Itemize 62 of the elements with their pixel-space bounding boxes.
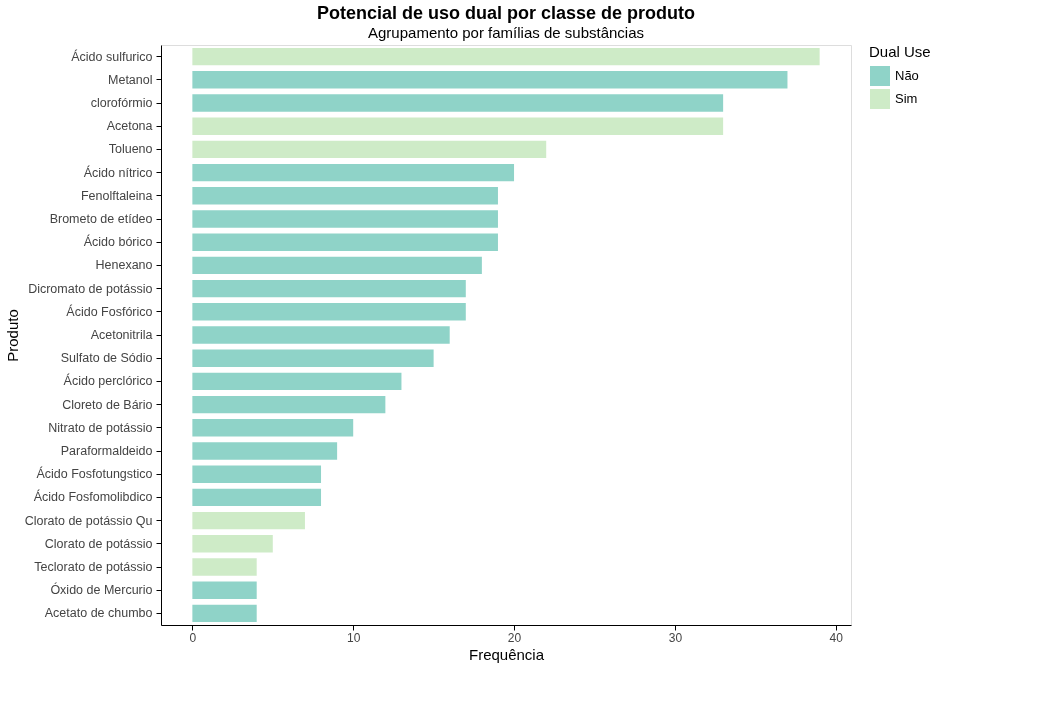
y-tick-label: Cloreto de Bário: [62, 397, 153, 412]
y-tick-label: Ácido bórico: [83, 234, 153, 250]
y-tick-label: Acetonitrila: [90, 328, 153, 342]
y-tick-label: Dicromato de potássio: [28, 281, 153, 296]
y-tick-label: Clorato de potássio: [44, 536, 153, 551]
bar: [192, 210, 498, 228]
bar: [192, 604, 257, 623]
bar: [192, 581, 257, 599]
bar: [192, 419, 354, 437]
legend-label: Sim: [895, 91, 918, 106]
bar: [192, 465, 322, 483]
legend-label: Não: [895, 68, 919, 83]
bar: [192, 395, 386, 414]
bar: [192, 233, 498, 251]
bar: [192, 488, 322, 507]
x-tick-label: 20: [507, 630, 522, 645]
y-tick-label: Tolueno: [108, 142, 153, 157]
y-tick-label: Ácido sulfurico: [71, 48, 153, 64]
bar: [192, 140, 547, 159]
bar: [192, 558, 257, 576]
y-tick-label: Teclorato de potássio: [34, 560, 153, 574]
y-tick-label: Paraformaldeido: [60, 444, 153, 458]
y-tick-label: Ácido nítrico: [83, 164, 153, 180]
y-tick-label: Nitrato de potássio: [48, 420, 153, 435]
chart-subtitle: Agrupamento por famílias de substâncias: [368, 24, 644, 41]
bar: [192, 535, 273, 553]
legend-title: Dual Use: [869, 43, 931, 60]
x-tick-label: 30: [668, 630, 683, 645]
x-tick-label: 10: [347, 630, 361, 645]
y-tick-label: Henexano: [95, 258, 153, 273]
bar: [192, 349, 434, 367]
x-tick-label: 40: [829, 630, 844, 645]
bar: [192, 303, 466, 321]
x-axis-title: Frequência: [468, 645, 545, 663]
y-tick-label: Clorato de potássio Qu: [24, 513, 153, 528]
y-tick-label: Fenolftaleina: [80, 188, 153, 203]
bar: [192, 94, 724, 112]
y-tick-label: Ácido Fosfomolibdico: [33, 489, 153, 505]
bar: [192, 117, 724, 135]
chart-title: Potencial de uso dual por classe de produto: [316, 3, 696, 23]
y-tick-label: Acetona: [106, 119, 153, 134]
bar: [192, 279, 466, 298]
bar: [192, 187, 498, 205]
bar: [192, 71, 788, 89]
bar: [192, 372, 402, 391]
bar: [192, 326, 450, 344]
y-tick-label: Sulfato de Sódio: [60, 351, 153, 366]
bar: [192, 442, 338, 460]
y-tick-label: Ácido perclórico: [63, 373, 153, 389]
y-tick-label: Óxido de Mercurio: [50, 582, 153, 598]
bar: [192, 511, 305, 530]
bar: [192, 256, 482, 275]
x-tick-label: 0: [189, 630, 197, 645]
y-tick-label: Ácido Fosfotungstico: [36, 466, 153, 482]
y-axis-title: Produto: [3, 309, 21, 362]
y-tick-label: Acetato de chumbo: [44, 606, 153, 621]
y-tick-label: clorofórmio: [90, 96, 153, 110]
y-tick-label: Metanol: [108, 72, 153, 87]
bar: [192, 163, 515, 182]
bar: [192, 47, 820, 66]
y-tick-label: Brometo de etídeo: [49, 212, 153, 226]
y-tick-label: Ácido Fosfórico: [66, 303, 153, 319]
